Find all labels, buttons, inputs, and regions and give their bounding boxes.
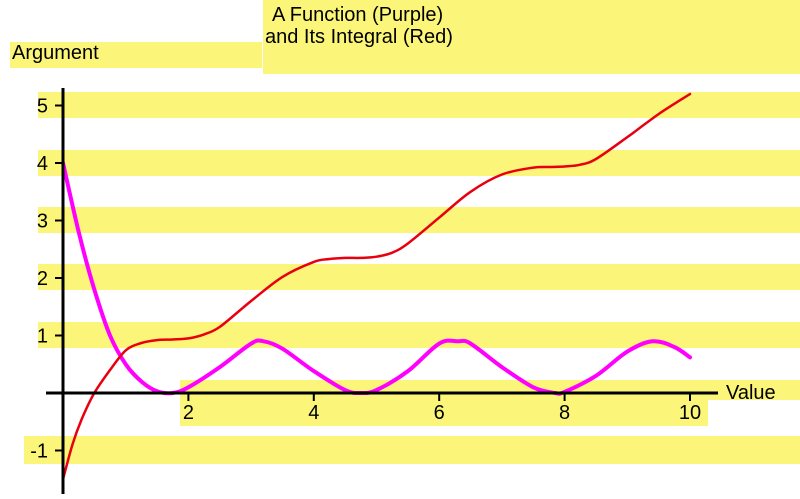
- background-band: [38, 150, 800, 176]
- x-tick-label: 2: [183, 402, 194, 424]
- x-tick-label: 10: [679, 402, 701, 424]
- tick-labels: 2 4 6 8 10 -1 1 2 3 4 5: [30, 96, 701, 463]
- y-tick-label: -1: [30, 441, 48, 463]
- background-bands: [10, 0, 800, 464]
- y-tick-label: 1: [37, 326, 48, 348]
- background-band: [38, 207, 800, 233]
- x-tick-label: 6: [434, 402, 445, 424]
- y-tick-label: 4: [37, 153, 48, 175]
- axes: [46, 88, 718, 494]
- y-tick-label: 2: [37, 268, 48, 290]
- chart-title-line2: and Its Integral (Red): [265, 26, 453, 48]
- background-band: [708, 380, 800, 400]
- y-axis-title: Argument: [12, 42, 99, 64]
- x-axis-title: Value: [726, 382, 776, 404]
- background-band: [263, 0, 800, 74]
- x-tick-label: 8: [559, 402, 570, 424]
- y-tick-label: 3: [37, 211, 48, 233]
- background-band: [38, 264, 800, 290]
- background-band: [10, 42, 262, 68]
- background-band: [180, 380, 708, 426]
- background-band: [38, 322, 800, 348]
- y-tick-label: 5: [37, 96, 48, 118]
- integral-curve: [61, 92, 692, 481]
- background-band: [24, 436, 800, 464]
- chart-labels: A Function (Purple) and Its Integral (Re…: [12, 4, 776, 404]
- x-tick-label: 4: [308, 402, 319, 424]
- chart-title-line1: A Function (Purple): [272, 4, 443, 26]
